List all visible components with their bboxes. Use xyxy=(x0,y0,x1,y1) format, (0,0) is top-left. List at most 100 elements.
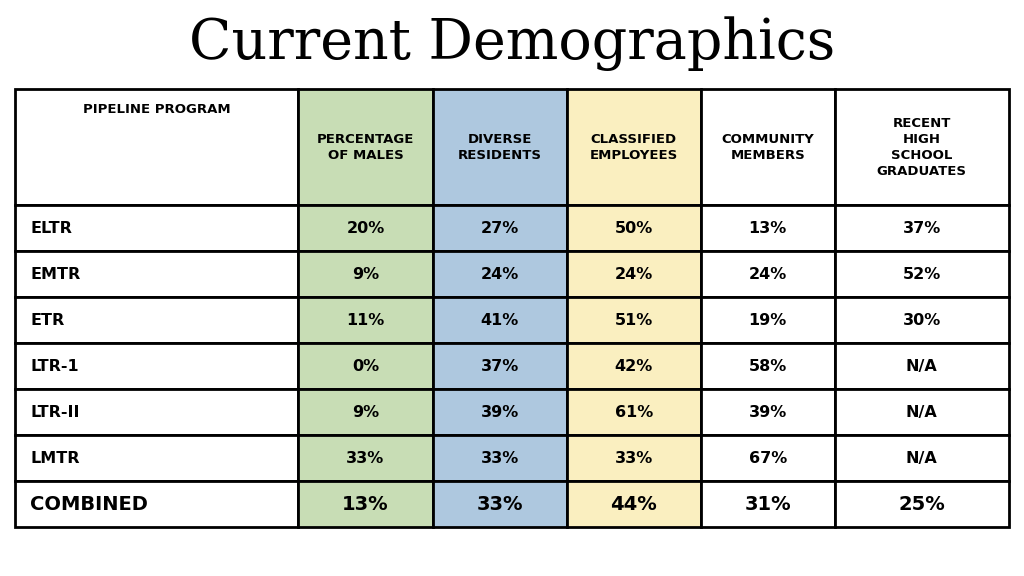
Bar xyxy=(700,89,835,205)
Text: The Defining Difference: The Defining Difference xyxy=(298,558,388,567)
Text: LMTR: LMTR xyxy=(31,450,80,465)
Bar xyxy=(835,343,1009,389)
Bar xyxy=(15,435,298,481)
Text: 37%: 37% xyxy=(480,359,519,374)
Text: N/A: N/A xyxy=(906,404,938,420)
Text: 33%: 33% xyxy=(480,450,519,465)
Text: Current Demographics: Current Demographics xyxy=(188,16,836,70)
Bar xyxy=(15,89,298,205)
Bar xyxy=(566,435,700,481)
Text: PERCENTAGE
OF MALES: PERCENTAGE OF MALES xyxy=(316,133,414,162)
Bar xyxy=(566,297,700,343)
Bar xyxy=(432,205,566,251)
Text: PIPELINE PROGRAM: PIPELINE PROGRAM xyxy=(83,103,230,116)
Text: 13%: 13% xyxy=(342,495,389,514)
Text: 33%: 33% xyxy=(476,495,523,514)
Bar xyxy=(298,481,432,527)
Bar xyxy=(298,89,432,205)
Bar xyxy=(298,205,432,251)
Bar xyxy=(700,481,835,527)
Bar xyxy=(432,435,566,481)
Bar xyxy=(700,389,835,435)
Text: CLARKSVILLE-MONTGOMERY COUNTY SCHOOL SYSTEM: CLARKSVILLE-MONTGOMERY COUNTY SCHOOL SYS… xyxy=(512,544,983,559)
Bar xyxy=(566,343,700,389)
Bar xyxy=(700,205,835,251)
Text: 27%: 27% xyxy=(480,221,519,236)
Text: 51%: 51% xyxy=(614,313,653,328)
Bar xyxy=(566,251,700,297)
Bar xyxy=(566,205,700,251)
Text: DIVERSE
RESIDENTS: DIVERSE RESIDENTS xyxy=(458,133,542,162)
Bar xyxy=(566,389,700,435)
Bar xyxy=(298,343,432,389)
Text: 58%: 58% xyxy=(749,359,786,374)
Text: LTR-II: LTR-II xyxy=(31,404,80,420)
Bar xyxy=(432,481,566,527)
Bar xyxy=(15,251,298,297)
Text: 24%: 24% xyxy=(749,267,786,282)
Text: 67%: 67% xyxy=(749,450,786,465)
Bar xyxy=(835,481,1009,527)
Text: 44%: 44% xyxy=(610,495,657,514)
Text: 37%: 37% xyxy=(902,221,941,236)
Bar xyxy=(15,297,298,343)
Text: 61%: 61% xyxy=(614,404,653,420)
Bar xyxy=(700,343,835,389)
Bar xyxy=(432,389,566,435)
Bar xyxy=(700,435,835,481)
Bar xyxy=(566,89,700,205)
Bar xyxy=(835,251,1009,297)
Text: 50%: 50% xyxy=(614,221,653,236)
Bar xyxy=(298,251,432,297)
Bar xyxy=(15,205,298,251)
Text: ĉmcss: ĉmcss xyxy=(307,536,379,556)
Text: COMBINED: COMBINED xyxy=(31,495,148,514)
Bar xyxy=(432,297,566,343)
Text: 0%: 0% xyxy=(352,359,379,374)
Text: 20%: 20% xyxy=(346,221,385,236)
Text: 24%: 24% xyxy=(480,267,519,282)
Bar xyxy=(835,435,1009,481)
Bar xyxy=(835,389,1009,435)
Text: RECENT
HIGH
SCHOOL
GRADUATES: RECENT HIGH SCHOOL GRADUATES xyxy=(877,117,967,178)
Bar xyxy=(15,481,298,527)
Text: ELTR: ELTR xyxy=(31,221,72,236)
Text: 41%: 41% xyxy=(480,313,519,328)
Bar xyxy=(835,297,1009,343)
Bar xyxy=(432,89,566,205)
Text: 9%: 9% xyxy=(352,267,379,282)
Text: 31%: 31% xyxy=(744,495,792,514)
Text: CLASSIFIED
EMPLOYEES: CLASSIFIED EMPLOYEES xyxy=(590,133,678,162)
Text: 39%: 39% xyxy=(749,404,786,420)
Bar xyxy=(566,481,700,527)
Bar xyxy=(835,205,1009,251)
Text: 9%: 9% xyxy=(352,404,379,420)
Bar xyxy=(298,297,432,343)
Text: N/A: N/A xyxy=(906,450,938,465)
Text: 33%: 33% xyxy=(346,450,385,465)
Text: 11%: 11% xyxy=(346,313,385,328)
Bar xyxy=(432,251,566,297)
Text: 42%: 42% xyxy=(614,359,653,374)
Bar xyxy=(15,343,298,389)
Text: 13%: 13% xyxy=(749,221,786,236)
Bar xyxy=(298,389,432,435)
Text: ETR: ETR xyxy=(31,313,65,328)
Text: N/A: N/A xyxy=(906,359,938,374)
Bar xyxy=(700,251,835,297)
Bar xyxy=(700,297,835,343)
Text: LTR-1: LTR-1 xyxy=(31,359,79,374)
Text: 33%: 33% xyxy=(614,450,653,465)
Bar xyxy=(15,389,298,435)
Bar xyxy=(432,343,566,389)
Text: 24%: 24% xyxy=(614,267,653,282)
Bar xyxy=(298,435,432,481)
Text: 19%: 19% xyxy=(749,313,786,328)
Text: COMMUNITY
MEMBERS: COMMUNITY MEMBERS xyxy=(721,133,814,162)
Text: EMTR: EMTR xyxy=(31,267,81,282)
Text: 52%: 52% xyxy=(902,267,941,282)
Bar xyxy=(835,89,1009,205)
Text: 39%: 39% xyxy=(480,404,519,420)
Text: 30%: 30% xyxy=(902,313,941,328)
Text: 25%: 25% xyxy=(898,495,945,514)
